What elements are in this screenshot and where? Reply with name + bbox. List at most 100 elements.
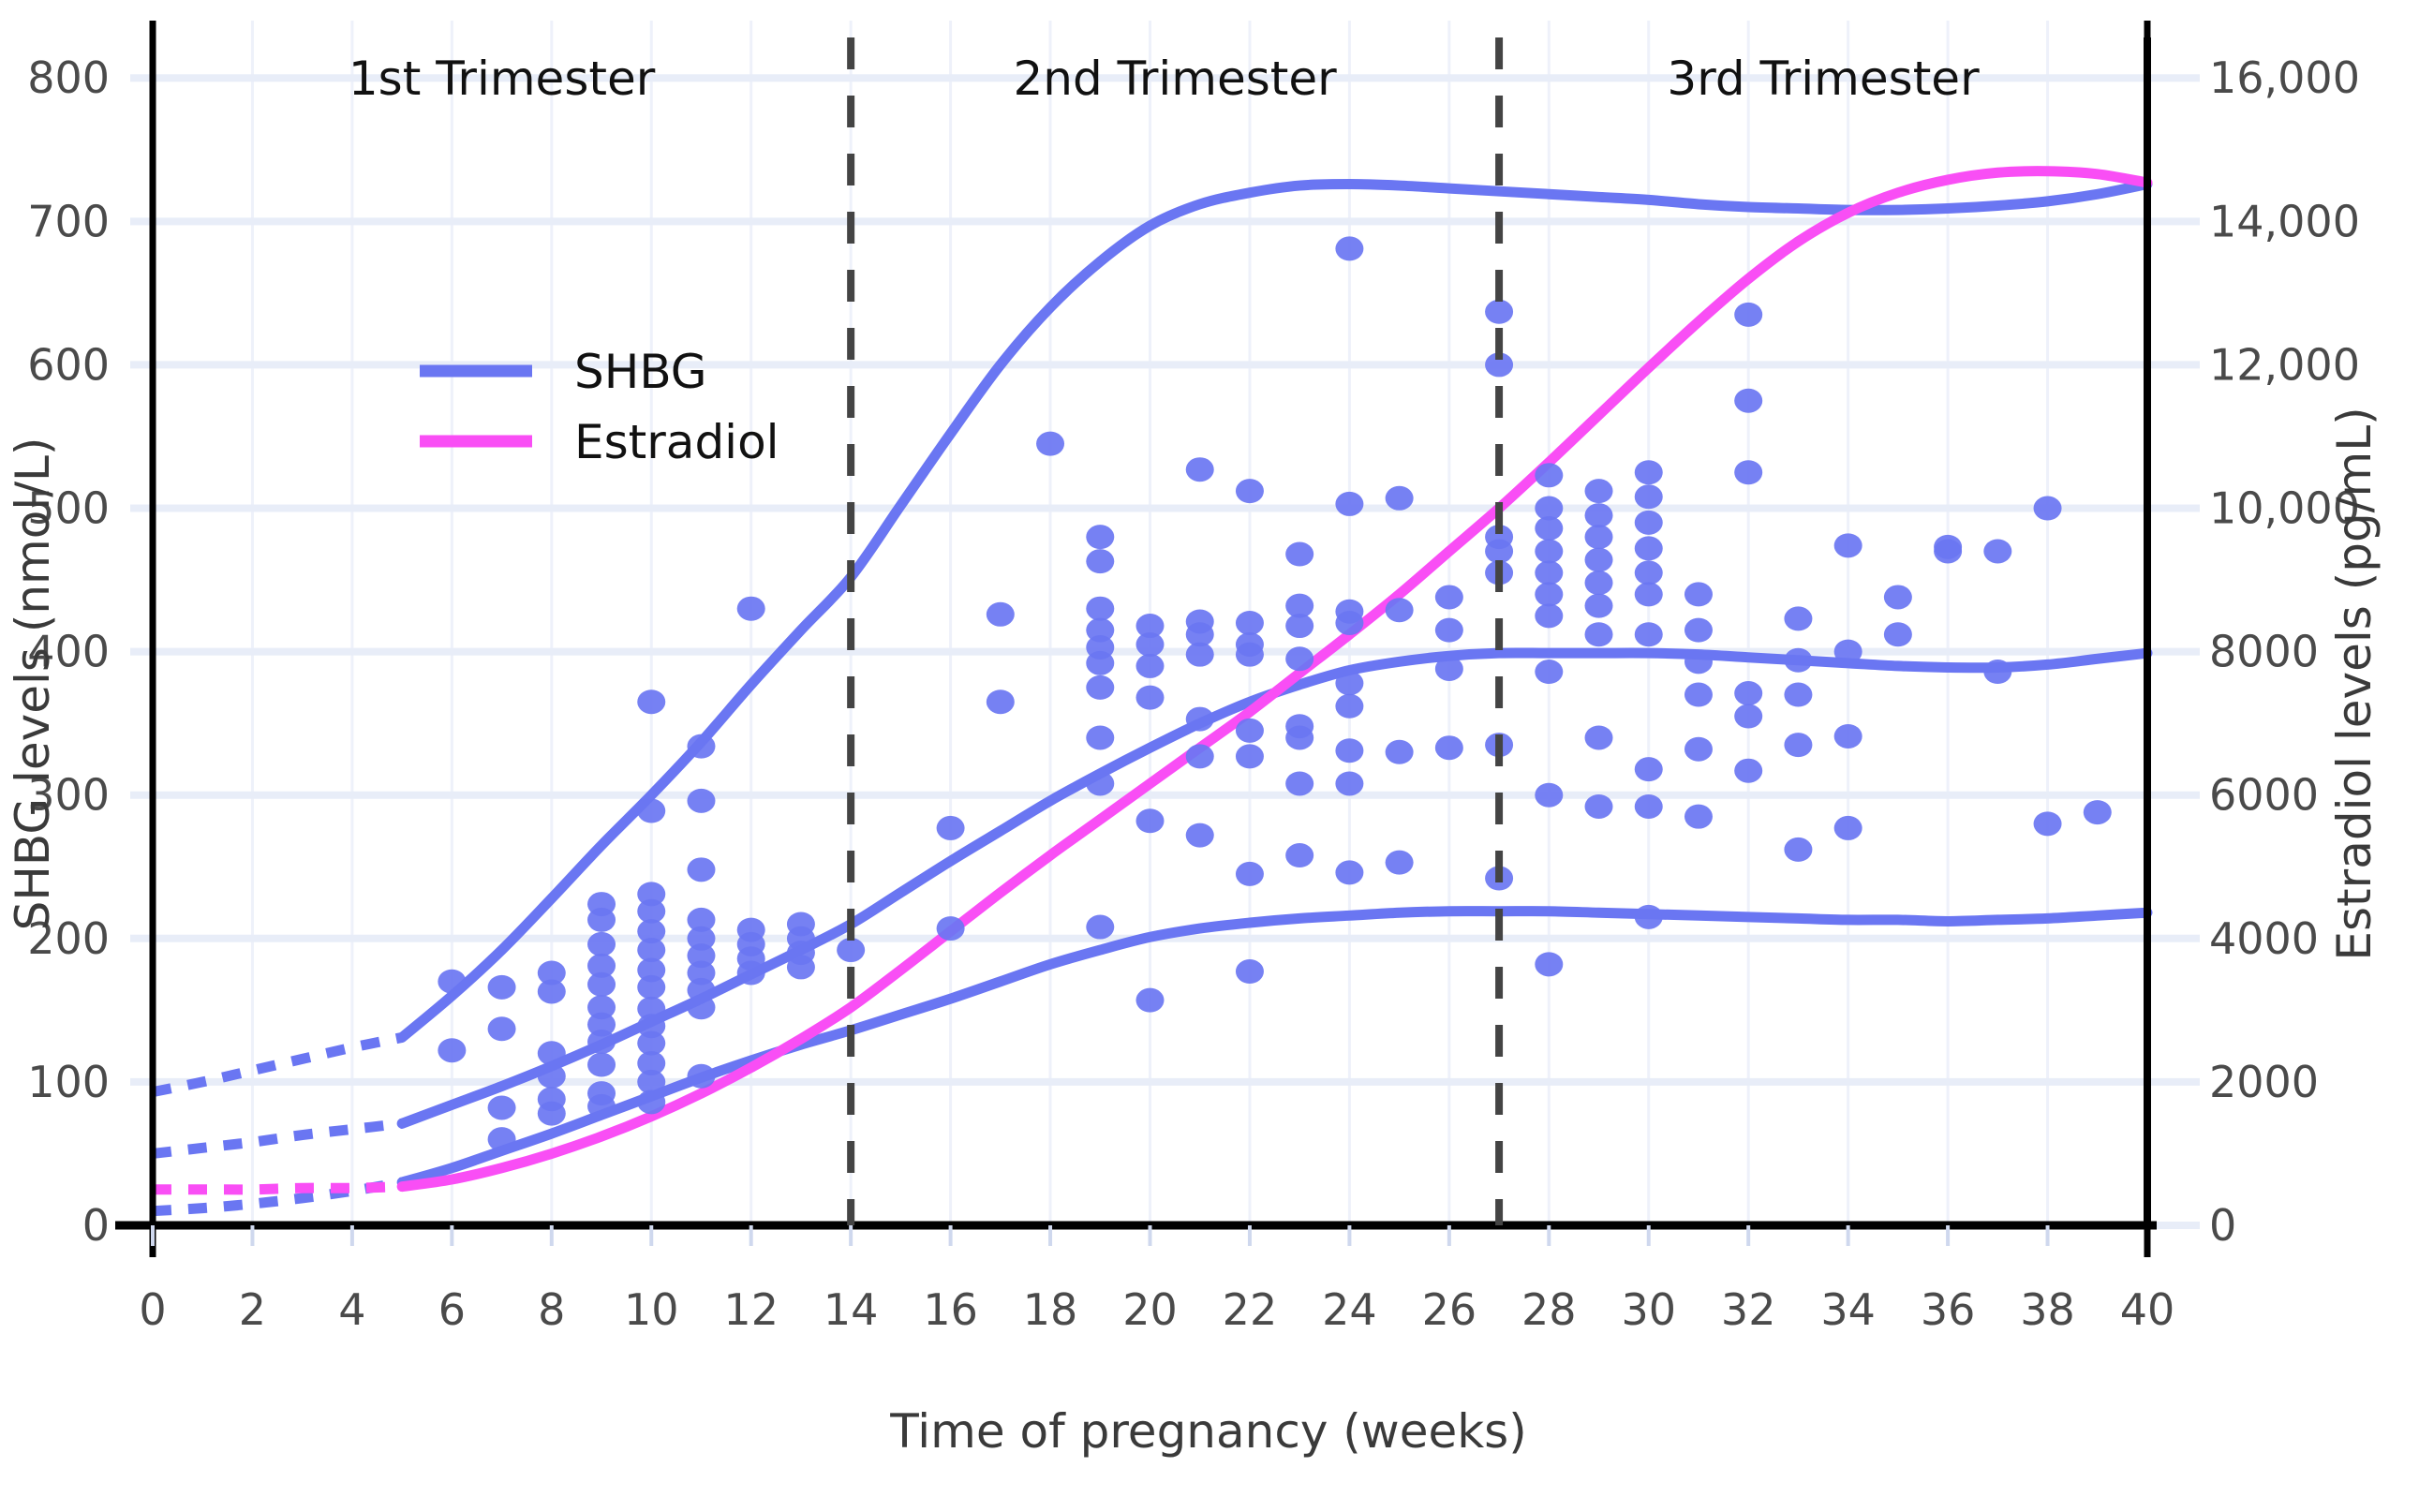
scatter-point [1634,560,1663,586]
scatter-point [1983,660,2012,685]
scatter-point [687,943,716,969]
scatter-point [587,971,616,997]
x-tick-label: 12 [723,1284,779,1335]
scatter-point [1335,771,1364,796]
scatter-point [687,977,716,1002]
scatter-point [687,1063,716,1089]
scatter-point [1335,611,1364,635]
scatter-point [1185,642,1214,667]
scatter-point [537,1063,566,1089]
scatter-point [1485,352,1514,378]
chart-legend[interactable]: SHBG Estradiol [420,345,779,469]
scatter-point [1285,771,1314,796]
scatter-point [1385,485,1414,511]
scatter-point [537,960,566,986]
scatter-point [1833,639,1862,664]
scatter-point [1684,736,1713,762]
scatter-point [1883,622,1912,647]
scatter-point [637,974,666,1000]
scatter-point [1335,491,1364,516]
x-tick-label: 26 [1422,1284,1477,1335]
legend-label-shbg[interactable]: SHBG [574,345,707,399]
scatter-point [1634,904,1663,929]
scatter-point [687,960,716,986]
scatter-point [487,1016,516,1042]
y-tick-label-left: 300 [27,770,110,821]
scatter-point [1086,650,1115,675]
scatter-point [1086,674,1115,700]
scatter-point [1185,744,1214,769]
scatter-point [1883,585,1912,610]
scatter-point [637,882,666,907]
scatter-point [1135,685,1165,710]
scatter-point [637,1051,666,1075]
scatter-point [637,898,666,924]
x-tick-label: 36 [1921,1284,1976,1335]
scatter-point [1535,560,1564,586]
scatter-point [1535,952,1564,977]
scatter-point [637,1030,666,1056]
scatter-point [2083,800,2112,825]
scatter-point [1734,302,1763,327]
x-tick-label: 28 [1521,1284,1577,1335]
trimester-label: 1st Trimester [349,52,656,106]
y-axis-title-right: Estradiol levels (pg/mL) [2327,407,2382,960]
scatter-point [1784,647,1813,673]
trimester-dividers [847,37,2151,1225]
scatter-point [1684,582,1713,607]
scatter-point [1684,617,1713,643]
scatter-point [1335,693,1364,719]
scatter-point [1235,611,1264,635]
scatter-point [1185,457,1214,482]
y-tick-label-left: 400 [27,627,110,677]
scatter-point [537,1101,566,1126]
x-tick-label: 0 [139,1284,166,1335]
scatter-point [2033,811,2062,837]
scatter-point [1833,815,1862,840]
scatter-point [1784,606,1813,631]
scatter-point [1634,460,1663,485]
x-tick-label: 6 [438,1284,466,1335]
y-tick-label-left: 200 [27,913,110,964]
scatter-point [1634,757,1663,782]
x-tick-label: 20 [1122,1284,1178,1335]
scatter-point [1784,837,1813,862]
scatter-point [1086,549,1115,574]
scatter-point [1335,860,1364,885]
series-line-extrapolated [152,1177,404,1217]
scatter-point [736,960,765,986]
y-axis-title-left: SHBG levels (nmol/L) [6,437,60,931]
series-line-extrapolated [151,1032,404,1098]
scatter-point [1584,725,1613,750]
scatter-point [637,798,666,823]
scatter-point [1335,671,1364,696]
y-tick-label-right: 6000 [2209,770,2319,821]
scatter-point [1535,515,1564,541]
scatter-point [438,969,467,994]
x-tick-label: 24 [1322,1284,1377,1335]
scatter-point [537,1041,566,1066]
scatter-point [587,1052,616,1077]
scatter-point [1135,653,1165,678]
legend-label-estradiol[interactable]: Estradiol [574,415,779,469]
y-tick-label-right: 14,000 [2209,196,2360,246]
scatter-point [1634,510,1663,535]
scatter-point [736,596,765,621]
scatter-point [687,926,716,951]
scatter-point [1784,682,1813,707]
scatter-point [587,1030,616,1055]
scatter-point [1734,681,1763,706]
x-tick-label: 8 [538,1284,565,1335]
scatter-point [1584,525,1613,550]
scatter-point [587,995,616,1020]
x-tick-label: 2 [239,1284,266,1335]
scatter-points [438,236,2112,1152]
x-tick-label: 38 [2020,1284,2075,1335]
scatter-point [1086,525,1115,550]
tick-labels: 0100200300400500600700800020004000600080… [27,52,2360,1335]
scatter-point [1584,571,1613,596]
scatter-point [1734,704,1763,729]
y-tick-label-right: 2000 [2209,1057,2319,1107]
scatter-point [687,734,716,759]
